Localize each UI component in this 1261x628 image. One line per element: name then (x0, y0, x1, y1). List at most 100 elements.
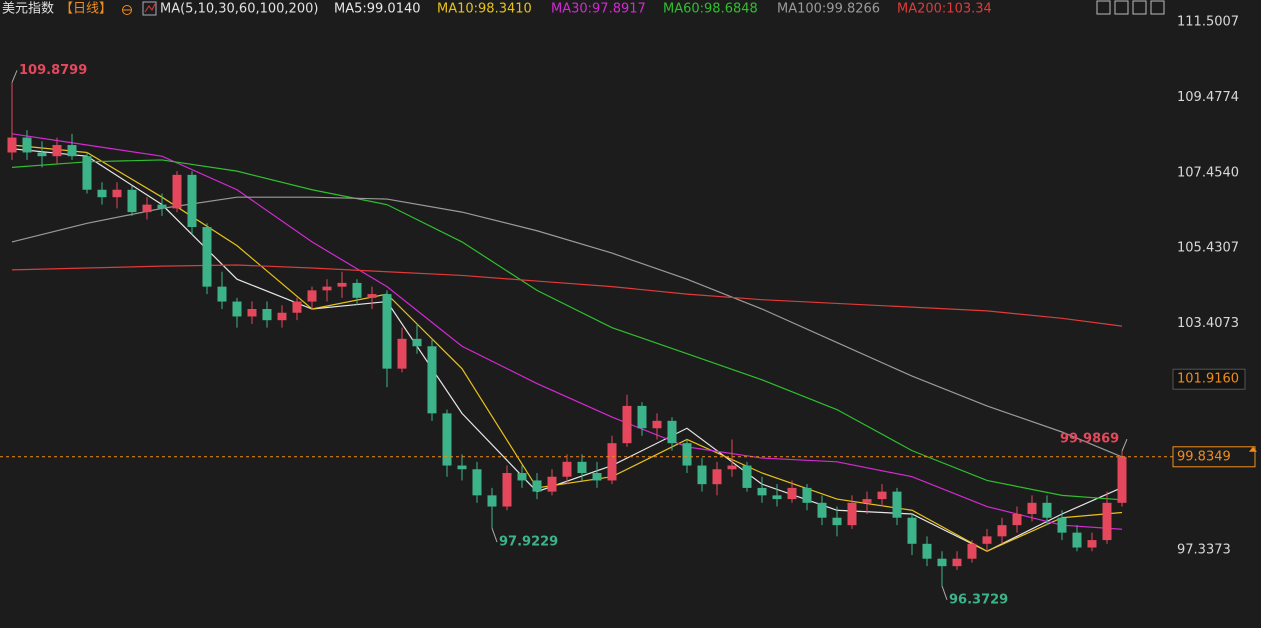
candle-body (367, 294, 377, 298)
tool-button[interactable] (1096, 0, 1111, 15)
candle-body (1102, 502, 1112, 541)
last-price-box (1172, 446, 1256, 468)
candle-body (532, 480, 542, 492)
candle-body (772, 495, 782, 500)
candle-body (877, 491, 887, 500)
candle-body (892, 491, 902, 518)
y-tick-label: 107.4540 (1177, 165, 1239, 180)
candle-body (217, 286, 227, 302)
ma-line (11, 264, 1123, 327)
extreme-pointer (941, 585, 948, 600)
candle-body (427, 346, 437, 414)
extreme-label: 99.9869 (1060, 432, 1119, 447)
marked-level-label: 101.9160 (1177, 372, 1239, 387)
candle-body (1012, 513, 1022, 526)
candle-body (952, 558, 962, 567)
ma-line (11, 196, 1123, 458)
candle-body (487, 495, 497, 507)
ma-line (11, 133, 1123, 530)
candle-body (832, 517, 842, 526)
candle-body (967, 543, 977, 559)
candle-body (187, 174, 197, 228)
candle-body (307, 290, 317, 302)
candle-body (322, 286, 332, 291)
candle-body (907, 517, 917, 544)
legend-entry: MA100:99.8266 (777, 2, 880, 17)
legend-entry: MA60:98.6848 (663, 2, 758, 17)
extreme-pointer (11, 70, 18, 83)
extreme-pointer (1121, 438, 1128, 452)
legend-entry: MA30:97.8917 (551, 2, 646, 17)
candle-body (397, 338, 407, 369)
candle-body (727, 465, 737, 470)
candle-body (142, 204, 152, 213)
candle-body (352, 282, 362, 298)
extreme-label: 97.9229 (499, 535, 558, 550)
candle-body (502, 472, 512, 507)
extreme-pointer (491, 527, 498, 543)
candle-body (757, 487, 767, 496)
candle-body (682, 443, 692, 466)
candle-body (112, 189, 122, 198)
candle-body (652, 420, 662, 429)
candle-body (52, 145, 62, 157)
candle-body (607, 443, 617, 481)
indicator-icon[interactable] (142, 1, 157, 16)
candle-body (1072, 532, 1082, 548)
y-tick-label: 97.3373 (1177, 542, 1231, 557)
period-label[interactable]: 【日线】 (60, 2, 112, 17)
candle-body (697, 465, 707, 485)
candle-body (472, 469, 482, 496)
candle-body (247, 309, 257, 317)
candle-body (997, 525, 1007, 537)
candle-body (262, 309, 272, 321)
candle-body (637, 405, 647, 429)
y-tick-label: 103.4073 (1177, 316, 1239, 331)
candle-body (157, 204, 167, 209)
candle-body (1042, 502, 1052, 518)
candle-body (22, 137, 32, 153)
candle-body (337, 282, 347, 287)
marked-level-box (1172, 368, 1246, 390)
candle-body (442, 413, 452, 466)
candle-body (7, 137, 17, 153)
candle-body (622, 405, 632, 444)
candle-body (1117, 456, 1127, 503)
y-tick-label: 109.4774 (1177, 90, 1239, 105)
chart-title: 美元指数 (2, 2, 54, 17)
tool-button[interactable] (1132, 0, 1147, 15)
candle-body (862, 499, 872, 503)
extreme-label: 109.8799 (19, 63, 87, 78)
candle-body (37, 152, 47, 157)
candle-body (232, 301, 242, 317)
candle-body (592, 472, 602, 481)
legend-entry: MA200:103.34 (897, 2, 992, 17)
candle-body (982, 536, 992, 544)
candle-body (1057, 517, 1067, 533)
candle-body (517, 472, 527, 481)
candle-body (922, 543, 932, 559)
tool-button[interactable] (1114, 0, 1129, 15)
candle-body (412, 338, 422, 347)
tool-button[interactable] (1150, 0, 1165, 15)
candle-body (82, 156, 92, 190)
candle-body (712, 469, 722, 485)
last-price-arrow (1249, 446, 1257, 452)
toolbar (1096, 0, 1165, 15)
ma-line (11, 159, 1123, 501)
extreme-label: 96.3729 (949, 592, 1008, 607)
candle-body (1027, 502, 1037, 514)
ma-line (11, 148, 1123, 552)
candle-body (277, 312, 287, 321)
candle-body (817, 502, 827, 518)
candle-body (97, 189, 107, 198)
candle-body (577, 461, 587, 473)
ma-line (11, 144, 1123, 552)
candle-body (382, 294, 392, 369)
legend-entry: MA10:98.3410 (437, 2, 532, 17)
candle-body (202, 227, 212, 287)
candle-body (742, 465, 752, 488)
y-tick-label: 111.5007 (1177, 15, 1239, 30)
candle-body (562, 461, 572, 477)
